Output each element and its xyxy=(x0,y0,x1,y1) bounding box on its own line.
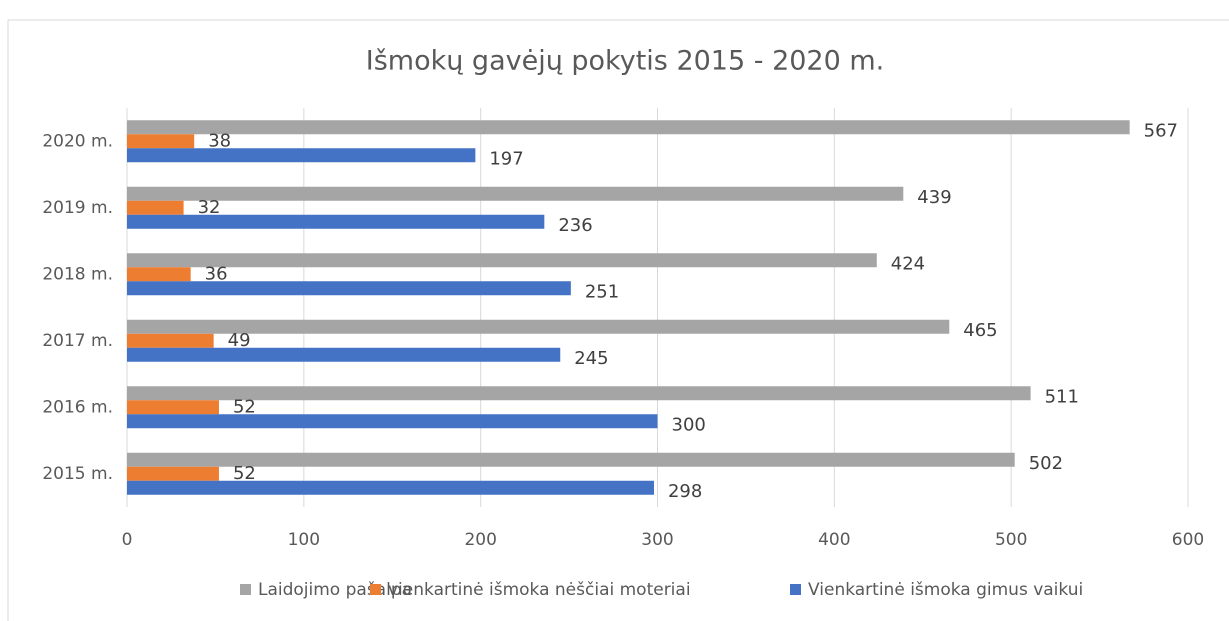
legend-label: vienkartinė išmoka nėščiai moteriai xyxy=(388,580,691,600)
bar xyxy=(127,200,184,215)
data-label: 36 xyxy=(205,263,228,284)
data-label: 197 xyxy=(489,148,523,169)
data-label: 236 xyxy=(558,215,592,236)
bar xyxy=(127,414,658,429)
y-tick-label: 2017 m. xyxy=(42,331,113,351)
data-label: 511 xyxy=(1045,386,1079,407)
bar xyxy=(127,452,1015,467)
bar xyxy=(127,386,1031,401)
bar xyxy=(127,400,219,415)
data-label: 49 xyxy=(228,330,251,351)
data-label: 32 xyxy=(198,197,221,218)
data-label: 298 xyxy=(668,481,702,502)
data-label: 245 xyxy=(574,348,608,369)
data-label: 251 xyxy=(585,281,619,302)
bar xyxy=(127,319,950,334)
bar xyxy=(127,148,476,163)
bar xyxy=(127,120,1130,135)
data-label: 38 xyxy=(208,130,231,151)
bar xyxy=(127,214,545,229)
legend-swatch xyxy=(240,584,251,595)
x-tick-label: 300 xyxy=(641,530,673,550)
chart-title: Išmokų gavėjų pokytis 2015 - 2020 m. xyxy=(366,46,885,77)
x-tick-label: 400 xyxy=(818,530,850,550)
legend-label: Vienkartinė išmoka gimus vaikui xyxy=(808,580,1083,600)
legend-swatch xyxy=(790,584,801,595)
bar xyxy=(127,134,195,149)
x-tick-label: 0 xyxy=(122,530,133,550)
bar xyxy=(127,186,904,201)
data-label: 465 xyxy=(963,320,997,341)
data-label: 502 xyxy=(1029,453,1063,474)
data-label: 424 xyxy=(891,253,925,274)
data-label: 52 xyxy=(233,396,256,417)
y-tick-label: 2020 m. xyxy=(42,131,113,151)
x-tick-label: 100 xyxy=(288,530,320,550)
legend-swatch xyxy=(370,584,381,595)
data-label: 439 xyxy=(917,187,951,208)
y-tick-label: 2016 m. xyxy=(42,397,113,417)
x-tick-label: 200 xyxy=(464,530,496,550)
bar xyxy=(127,267,191,282)
bar xyxy=(127,466,219,481)
bar xyxy=(127,253,877,268)
x-tick-label: 500 xyxy=(995,530,1027,550)
data-label: 52 xyxy=(233,463,256,484)
bar xyxy=(127,333,214,348)
data-label: 567 xyxy=(1144,120,1178,141)
y-tick-label: 2018 m. xyxy=(42,264,113,284)
data-label: 300 xyxy=(672,414,706,435)
bar xyxy=(127,347,561,362)
x-tick-label: 600 xyxy=(1172,530,1204,550)
y-tick-label: 2015 m. xyxy=(42,464,113,484)
bar xyxy=(127,281,571,296)
y-tick-label: 2019 m. xyxy=(42,198,113,218)
bar xyxy=(127,480,654,495)
